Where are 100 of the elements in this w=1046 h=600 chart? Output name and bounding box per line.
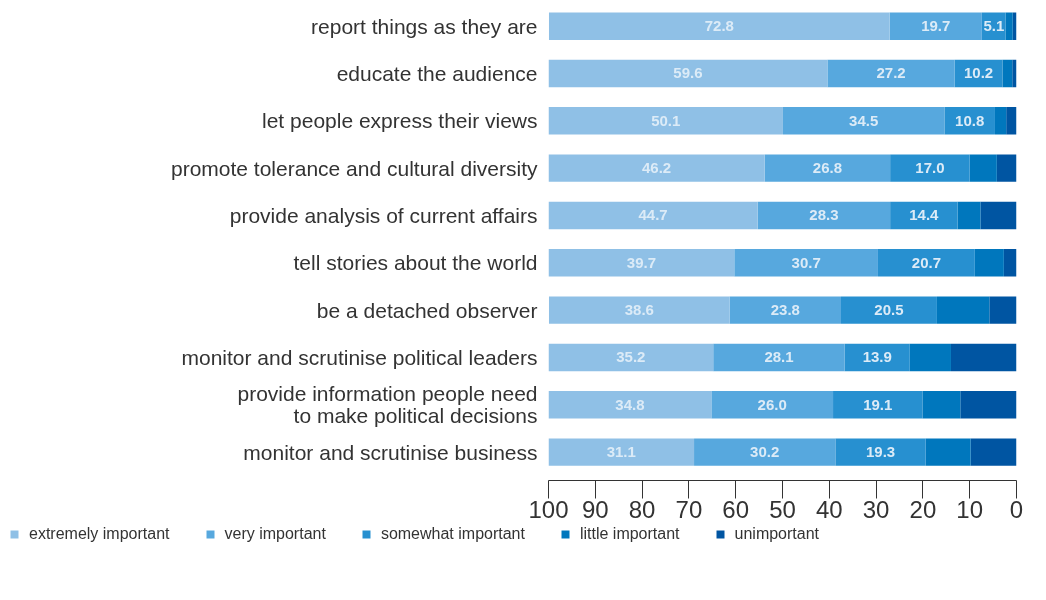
y-tick-label: provide analysis of current affairs — [229, 203, 538, 227]
bar — [548, 343, 714, 372]
bar — [757, 201, 891, 230]
data-label: 38.6 — [624, 301, 654, 319]
x-tick-label: 70 — [675, 495, 703, 523]
x-tick-label: 50 — [769, 495, 796, 523]
data-label: 27.2 — [876, 64, 906, 82]
bar — [960, 391, 1017, 419]
data-label: 46.2 — [642, 159, 672, 177]
data-label: 44.7 — [638, 206, 668, 224]
bar — [729, 296, 841, 324]
bar — [922, 391, 961, 419]
legend-label: little important — [579, 525, 680, 543]
y-tick-label: tell stories about the world — [293, 251, 538, 275]
bar — [890, 201, 958, 230]
bar — [764, 154, 891, 182]
data-label: 17.0 — [915, 159, 945, 177]
y-tick-label: monitor and scrutinise political leaders — [181, 345, 538, 369]
bar — [889, 12, 982, 40]
bar — [969, 154, 997, 182]
data-label: 19.1 — [863, 395, 893, 413]
data-label: 34.5 — [849, 111, 879, 129]
bar — [548, 107, 783, 135]
bar — [980, 201, 1017, 230]
data-label: 14.4 — [909, 206, 940, 224]
bar — [970, 438, 1017, 466]
bar — [974, 249, 1004, 277]
bar — [1005, 12, 1013, 40]
data-label: 20.7 — [911, 253, 942, 271]
bar — [841, 296, 937, 324]
bar — [782, 107, 945, 135]
y-tick-label: promote tolerance and cultural diversity — [170, 156, 538, 180]
data-label: 31.1 — [606, 443, 636, 461]
data-label: 28.1 — [764, 348, 794, 366]
bar — [1006, 107, 1017, 135]
x-tick-label: 100 — [528, 495, 569, 523]
bar — [1003, 249, 1017, 277]
legend-label: unimportant — [734, 525, 820, 543]
bar — [833, 391, 923, 419]
data-label: 28.3 — [809, 206, 839, 224]
bar — [877, 249, 975, 277]
data-label: 34.8 — [615, 395, 645, 413]
bar — [994, 107, 1007, 135]
data-label: 13.9 — [862, 348, 892, 366]
data-label: 50.1 — [651, 111, 681, 129]
bar — [734, 249, 878, 277]
x-tick-label: 10 — [956, 495, 984, 523]
bar — [548, 438, 695, 466]
bar — [1012, 59, 1017, 88]
data-label: 19.7 — [921, 17, 951, 35]
bar — [548, 154, 765, 182]
legend-label: extremely important — [29, 525, 170, 543]
x-tick-label: 60 — [722, 495, 750, 523]
legend-label: very important — [224, 525, 326, 543]
data-label: 30.7 — [791, 253, 821, 271]
data-label: 59.6 — [673, 64, 703, 82]
bar — [548, 12, 890, 40]
data-label: 72.8 — [704, 17, 734, 35]
data-label: 26.8 — [812, 159, 843, 177]
bar — [989, 296, 1017, 324]
data-label: 39.7 — [626, 253, 656, 271]
bar — [827, 59, 955, 88]
bar — [944, 107, 995, 135]
x-tick-label: 90 — [581, 495, 609, 523]
bar — [548, 59, 828, 88]
data-label: 26.0 — [757, 395, 787, 413]
bar — [694, 438, 836, 466]
data-label: 35.2 — [616, 348, 646, 366]
y-tick-label: monitor and scrutinise business — [243, 440, 538, 464]
x-tick-label: 30 — [862, 495, 890, 523]
y-tick-label: provide information people need to make political decisions — [237, 382, 538, 428]
bar — [548, 391, 712, 419]
y-tick-label: educate the audience — [336, 61, 538, 85]
y-tick-label: report things as they are — [311, 14, 538, 38]
bar — [548, 296, 730, 324]
data-label: 20.5 — [874, 301, 904, 319]
y-tick-label: let people express their views — [262, 109, 538, 133]
data-label: 10.2 — [963, 64, 994, 82]
y-tick-label: be a detached observer — [316, 298, 538, 322]
bar — [548, 201, 758, 230]
bar — [936, 296, 990, 324]
x-tick-label: 0 — [1009, 495, 1024, 523]
bar — [950, 343, 1017, 372]
bar — [909, 343, 951, 372]
data-label: 19.3 — [865, 443, 896, 461]
x-tick-label: 80 — [628, 495, 656, 523]
bar — [713, 343, 845, 372]
bar — [548, 249, 735, 277]
data-label: 30.2 — [750, 443, 780, 461]
bar — [835, 438, 926, 466]
x-tick-label: 40 — [815, 495, 843, 523]
bar — [925, 438, 971, 466]
bar — [711, 391, 834, 419]
data-label: 5.1 — [983, 17, 1005, 35]
legend-label: somewhat important — [380, 525, 525, 543]
data-label: 23.8 — [770, 301, 800, 319]
bar — [890, 154, 970, 182]
x-tick-label: 20 — [909, 495, 937, 523]
bar — [996, 154, 1017, 182]
data-label: 10.8 — [955, 111, 985, 129]
